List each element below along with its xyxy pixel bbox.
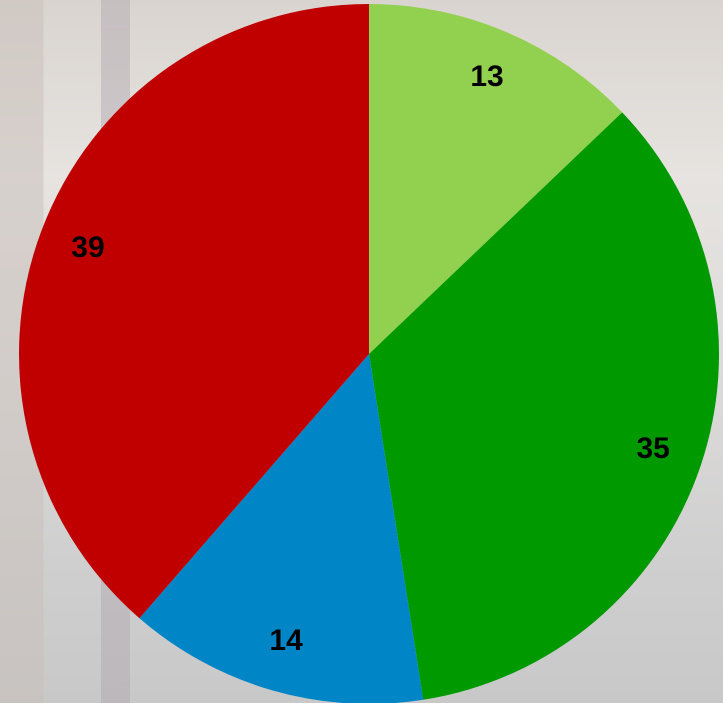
data-label: 14 <box>269 624 303 657</box>
data-label: 39 <box>71 231 104 264</box>
data-label: 13 <box>470 60 503 93</box>
page: 13351439 (() => { const data = JSON.pars… <box>0 0 723 703</box>
chart: 13 35 14 39 <box>0 0 723 703</box>
data-label: 35 <box>636 432 669 465</box>
